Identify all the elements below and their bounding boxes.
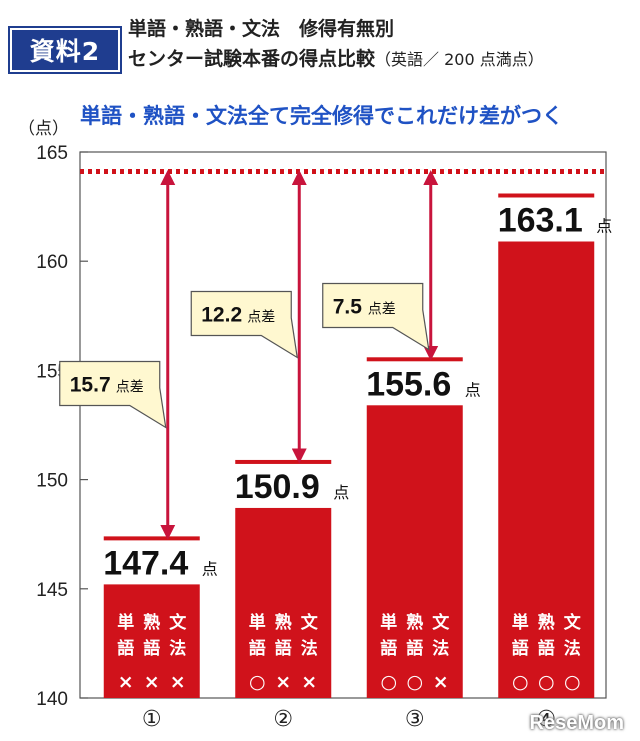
condition-label-char: 語 <box>143 638 160 659</box>
condition-label-char: 文 <box>169 612 187 633</box>
condition-label-char: 法 <box>564 638 581 659</box>
condition-label-char: 語 <box>380 638 397 659</box>
y-axis-unit: （点） <box>18 119 69 139</box>
difference-callout: 12.2 点差 <box>190 290 299 359</box>
data-label: 155.6 点 <box>356 361 481 406</box>
condition-label-char: 文 <box>432 612 450 633</box>
condition-mark: ○ <box>512 671 529 693</box>
data-label: 147.4 点 <box>93 540 218 585</box>
data-label-bg <box>356 361 473 406</box>
x-tick-label: ② <box>273 707 293 732</box>
chart-title-main: センター試験本番の得点比較 <box>128 48 376 70</box>
condition-label-char: 単 <box>380 612 397 633</box>
condition-label-char: 語 <box>406 638 423 659</box>
data-label: 163.1 点 <box>488 197 612 242</box>
condition-label-char: 文 <box>564 612 582 633</box>
condition-mark: ○ <box>538 671 555 693</box>
condition-label-char: 熟 <box>538 612 555 633</box>
chart-title-line1: 単語・熟語・文法 修得有無別 <box>128 18 395 40</box>
y-tick-label: 145 <box>36 580 68 601</box>
data-label-bg <box>93 540 210 585</box>
data-label-suffix: 点 <box>333 483 349 502</box>
bar <box>498 193 595 698</box>
difference-callout-bg <box>59 360 167 429</box>
condition-label-char: 単 <box>512 612 529 633</box>
condition-label-char: 熟 <box>406 612 423 633</box>
condition-mark: ○ <box>406 671 423 693</box>
condition-label-char: 語 <box>275 638 292 659</box>
chart-title-note: （英語／ 200 点満点） <box>375 50 544 69</box>
data-label-value: 163.1 <box>498 201 583 239</box>
condition-label-char: 法 <box>301 638 318 659</box>
x-tick-label: ④ <box>536 707 556 732</box>
y-tick-label: 140 <box>36 689 68 710</box>
x-tick-label: ③ <box>405 707 425 732</box>
condition-label-char: 語 <box>512 638 529 659</box>
condition-mark: × <box>118 671 134 693</box>
data-label: 150.9 点 <box>225 463 349 508</box>
difference-value: 7.5 <box>333 295 363 318</box>
data-label-value: 155.6 <box>366 365 451 403</box>
bar <box>366 357 463 698</box>
watermark: ReseMom <box>529 712 624 734</box>
difference-callout: 15.7 点差 <box>59 360 167 429</box>
difference-callout-bg <box>322 282 430 351</box>
condition-label-char: 語 <box>538 638 555 659</box>
figure-badge: 資料2 <box>10 28 120 72</box>
difference-value: 15.7 <box>70 373 111 396</box>
condition-label-char: 単 <box>117 612 134 633</box>
condition-label-char: 語 <box>117 638 134 659</box>
condition-label-char: 語 <box>249 638 266 659</box>
chart-title-line2: センター試験本番の得点比較（英語／ 200 点満点） <box>128 44 544 71</box>
condition-mark: ○ <box>249 671 266 693</box>
x-tick-label: ① <box>142 707 162 732</box>
difference-value: 12.2 <box>201 303 242 326</box>
header: 資料2 単語・熟語・文法 修得有無別 センター試験本番の得点比較（英語／ 200… <box>0 0 640 90</box>
condition-label-char: 熟 <box>275 612 292 633</box>
y-tick-label: 160 <box>36 252 68 273</box>
condition-label-char: 熟 <box>143 612 160 633</box>
difference-callout-bg <box>190 290 299 359</box>
condition-mark: × <box>275 671 291 693</box>
condition-mark: × <box>170 671 186 693</box>
data-label-value: 150.9 <box>235 468 320 506</box>
y-tick-label: 165 <box>36 143 68 164</box>
data-label-suffix: 点 <box>596 216 612 235</box>
condition-label-char: 文 <box>301 612 319 633</box>
y-tick-label: 150 <box>36 471 68 492</box>
condition-mark: ○ <box>564 671 581 693</box>
difference-suffix: 点差 <box>368 301 396 317</box>
difference-callout: 7.5 点差 <box>322 282 430 351</box>
difference-suffix: 点差 <box>116 379 144 395</box>
condition-label-char: 法 <box>432 638 449 659</box>
difference-suffix: 点差 <box>247 309 275 325</box>
data-label-value: 147.4 <box>103 544 188 582</box>
condition-mark: × <box>144 671 160 693</box>
condition-label-char: 単 <box>249 612 266 633</box>
data-label-bg <box>225 463 342 508</box>
data-label-suffix: 点 <box>202 559 218 578</box>
data-label-suffix: 点 <box>465 380 481 399</box>
condition-mark: × <box>301 671 317 693</box>
condition-mark: ○ <box>380 671 397 693</box>
condition-label-char: 法 <box>169 638 186 659</box>
condition-mark: × <box>433 671 449 693</box>
chart-headline: 単語・熟語・文法全て完全修得でこれだけ差がつく <box>80 104 563 128</box>
data-label-bg <box>488 197 605 242</box>
